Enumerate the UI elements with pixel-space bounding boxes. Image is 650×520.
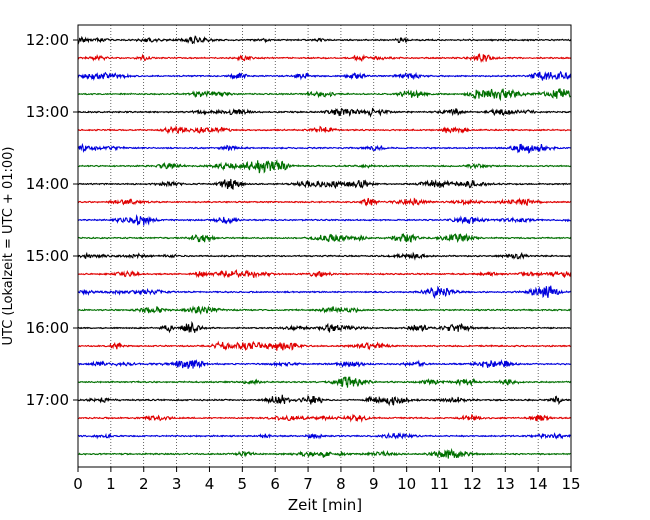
x-tick-label: 0	[73, 475, 83, 493]
y-tick-label: 13:00	[26, 103, 69, 121]
x-axis-label: Zeit [min]	[288, 496, 362, 514]
x-tick-label: 11	[430, 475, 449, 493]
trace-1300	[77, 107, 572, 118]
trace-1530	[77, 285, 572, 299]
x-tick-label: 12	[463, 475, 482, 493]
trace-1315	[77, 125, 572, 135]
y-tick-label: 15:00	[26, 247, 69, 265]
y-tick-label: 17:00	[26, 391, 69, 409]
x-tick-label: 2	[139, 475, 149, 493]
y-tick-label: 12:00	[26, 31, 69, 49]
trace-1600	[77, 320, 572, 334]
y-tick-label: 16:00	[26, 319, 69, 337]
x-tick-label: 1	[106, 475, 116, 493]
trace-1715	[77, 413, 572, 423]
trace-1430	[77, 214, 572, 226]
trace-1200	[77, 35, 572, 45]
trace-1400	[77, 178, 572, 190]
x-axis-ticks: 0 1 2 3 4 5 6 7 8 9 10 11 12 13 14 15	[73, 467, 581, 493]
x-tick-label: 8	[336, 475, 346, 493]
seismogram-traces	[77, 35, 572, 459]
trace-1515	[77, 269, 572, 279]
trace-1500	[77, 251, 572, 261]
trace-1245	[77, 88, 572, 102]
x-tick-label: 3	[172, 475, 182, 493]
trace-1745	[77, 447, 572, 459]
trace-1730	[77, 431, 572, 440]
trace-1445	[77, 232, 572, 243]
trace-1330	[77, 142, 572, 154]
trace-1700	[77, 394, 572, 407]
x-tick-label: 14	[529, 475, 548, 493]
trace-1615	[77, 340, 572, 351]
y-axis-ticks: 12:00 13:00 14:00 15:00 16:00 17:00	[26, 31, 78, 409]
x-tick-label: 6	[270, 475, 280, 493]
x-tick-label: 4	[205, 475, 215, 493]
x-tick-label: 7	[303, 475, 313, 493]
x-tick-label: 15	[561, 475, 580, 493]
trace-1415	[77, 197, 572, 207]
x-tick-label: 13	[496, 475, 515, 493]
x-tick-label: 5	[238, 475, 248, 493]
y-tick-label: 14:00	[26, 175, 69, 193]
trace-1215	[77, 52, 572, 63]
trace-1230	[77, 70, 572, 82]
x-tick-label: 9	[369, 475, 379, 493]
plot-frame	[77, 24, 572, 468]
trace-1345	[77, 159, 572, 174]
x-tick-label: 10	[397, 475, 416, 493]
y-axis-label: UTC (Lokalzeit = UTC + 01:00)	[1, 147, 16, 346]
trace-1645	[77, 376, 572, 388]
trace-1545	[77, 305, 572, 316]
trace-1630	[77, 358, 572, 369]
